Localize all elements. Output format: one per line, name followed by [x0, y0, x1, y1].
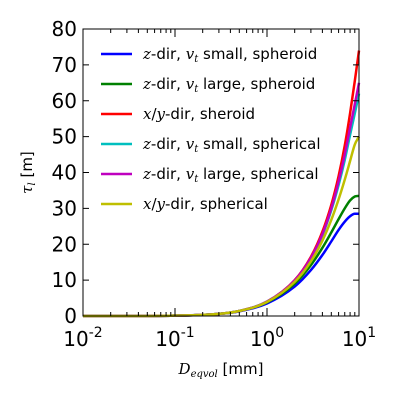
legend-label-part: /	[151, 105, 157, 123]
legend-label-part: -dir,	[151, 45, 186, 63]
legend-label: z-dir, vt large, spheroid	[142, 75, 315, 95]
y-axis-label-symbol: τ	[18, 185, 36, 194]
legend-item: z-dir, vt small, spherical	[101, 135, 321, 155]
legend-label-part: v	[186, 135, 195, 153]
series-line-1	[82, 212, 359, 318]
x-axis-label-unit: [mm]	[218, 360, 264, 378]
legend-label-part: y	[156, 195, 166, 213]
legend-item: x/y-dir, spherical	[101, 195, 268, 213]
legend-label-part: z	[142, 75, 151, 93]
legend-label-part: large, spherical	[198, 165, 318, 183]
x-tick-label-exponent: 1	[367, 325, 376, 341]
legend-label-part: small, spheroid	[198, 45, 317, 63]
legend-label-part: x	[143, 195, 152, 213]
legend-label-part: v	[186, 165, 195, 183]
legend-label-part: -dir,	[151, 165, 186, 183]
x-tick-label-base: 10	[250, 327, 275, 351]
y-tick-label: 60	[52, 89, 77, 113]
legend-label-part: v	[186, 45, 195, 63]
series-line-2	[82, 194, 360, 318]
legend-label-part: t	[194, 174, 199, 185]
legend-label: x/y-dir, spherical	[143, 195, 268, 213]
legend-label: z-dir, vt large, spherical	[142, 165, 319, 185]
legend-label-part: t	[194, 144, 199, 155]
y-tick-label: 30	[52, 196, 77, 220]
series-line-6	[82, 136, 361, 318]
legend-item: z-dir, vt large, spherical	[101, 165, 319, 185]
x-tick-label-base: 10	[63, 327, 88, 351]
legend-label-part: small, spherical	[198, 135, 320, 153]
y-axis-label-subscript: l	[27, 182, 38, 185]
legend-label: z-dir, vt small, spherical	[142, 135, 321, 155]
x-tick-label-exponent: -1	[181, 325, 195, 341]
legend-label-part: z	[142, 45, 151, 63]
legend-label-part: -dir, spherical	[165, 195, 268, 213]
y-tick-label: 80	[52, 17, 77, 41]
x-tick-label-base: 10	[342, 327, 367, 351]
y-tick-label: 20	[52, 232, 77, 256]
x-axis-label: Deqvol [mm]	[178, 360, 264, 380]
x-axis-label-symbol: D	[178, 360, 191, 378]
x-tick-label-exponent: 0	[275, 325, 284, 341]
legend-item: x/y-dir, sheroid	[101, 105, 255, 123]
y-tick-label: 50	[52, 125, 77, 149]
y-tick-label: 70	[52, 53, 77, 77]
legend-label-part: x	[143, 105, 152, 123]
y-tick-label: 40	[52, 161, 77, 185]
legend-label-part: /	[151, 195, 157, 213]
x-tick-label: 10-1	[155, 325, 194, 351]
legend-item: z-dir, vt large, spheroid	[101, 75, 315, 95]
legend-label-part: large, spheroid	[198, 75, 315, 93]
legend-label-part: -dir,	[151, 135, 186, 153]
legend-label-part: z	[142, 135, 151, 153]
x-tick-label-exponent: -2	[89, 325, 103, 341]
y-tick-label: 10	[52, 268, 77, 292]
legend-label-part: t	[194, 84, 199, 95]
legend-label-part: z	[142, 165, 151, 183]
legend-item: z-dir, vt small, spheroid	[101, 45, 317, 65]
x-tick-label: 101	[342, 325, 376, 351]
legend-label-part: -dir, sheroid	[165, 105, 255, 123]
x-axis-label-subscript: eqvol	[191, 369, 218, 380]
legend-label-part: -dir,	[151, 75, 186, 93]
x-tick-label: 100	[250, 325, 284, 351]
legend-label-part: t	[194, 54, 199, 65]
x-tick-label: 10-2	[63, 325, 102, 351]
x-tick-label-base: 10	[155, 327, 180, 351]
legend-label-part: y	[156, 105, 166, 123]
y-tick-label: 0	[64, 304, 77, 328]
legend-label-part: v	[186, 75, 195, 93]
legend-label: x/y-dir, sheroid	[143, 105, 255, 123]
y-axis-label-unit: [m]	[18, 151, 36, 182]
legend-label: z-dir, vt small, spheroid	[142, 45, 317, 65]
y-axis-label: τl [m]	[18, 151, 38, 194]
